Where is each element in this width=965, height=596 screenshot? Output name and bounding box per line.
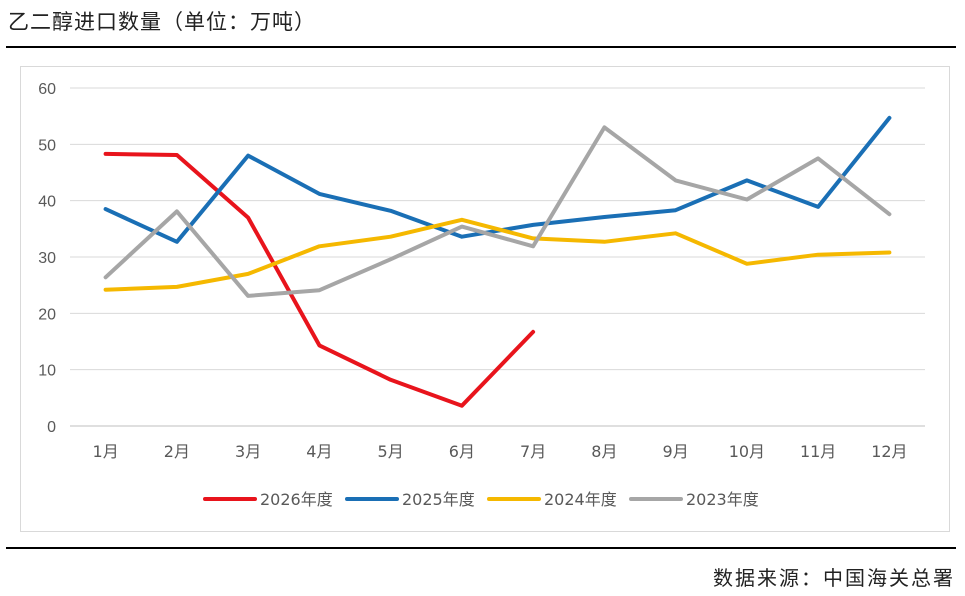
top-rule: [6, 46, 956, 48]
legend-label: 2023年度: [686, 490, 759, 509]
x-tick-label: 3月: [235, 442, 261, 461]
y-tick-label: 20: [38, 306, 56, 323]
x-tick-label: 11月: [800, 442, 836, 461]
y-tick-label: 0: [47, 419, 56, 436]
x-tick-label: 5月: [378, 442, 404, 461]
line-chart: 0 10 20 30 40 50 60 1月 2月 3月 4月 5月 6月 7月 8月 9月 10月 11月 12月…: [38, 81, 925, 509]
x-tick-label: 10月: [729, 442, 765, 461]
legend-label: 2025年度: [402, 490, 475, 509]
x-tick-label: 6月: [449, 442, 475, 461]
y-tick-label: 60: [38, 81, 56, 98]
chart-frame: [20, 66, 950, 532]
y-tick-label: 10: [38, 363, 56, 380]
series-line-2024年度: [103, 217, 892, 292]
y-tick-label: 40: [38, 194, 56, 211]
series-line-2023年度: [103, 125, 892, 298]
y-tick-label: 50: [38, 137, 56, 154]
y-tick-label: 30: [38, 250, 56, 267]
x-tick-label: 8月: [591, 442, 617, 461]
series-line-2025年度: [103, 115, 892, 244]
x-tick-label: 1月: [93, 442, 119, 461]
x-tick-label: 7月: [520, 442, 546, 461]
bottom-rule: [6, 547, 956, 549]
legend-label: 2024年度: [544, 490, 617, 509]
chart-title: 乙二醇进口数量（单位：万吨）: [8, 10, 316, 34]
x-tick-label: 2月: [164, 442, 190, 461]
series-line-2026年度: [103, 151, 536, 408]
x-tick-label: 9月: [663, 442, 689, 461]
x-tick-label: 12月: [871, 442, 907, 461]
legend-label: 2026年度: [260, 490, 333, 509]
source-note: 数据来源：中国海关总署: [713, 566, 955, 590]
x-tick-label: 4月: [306, 442, 332, 461]
